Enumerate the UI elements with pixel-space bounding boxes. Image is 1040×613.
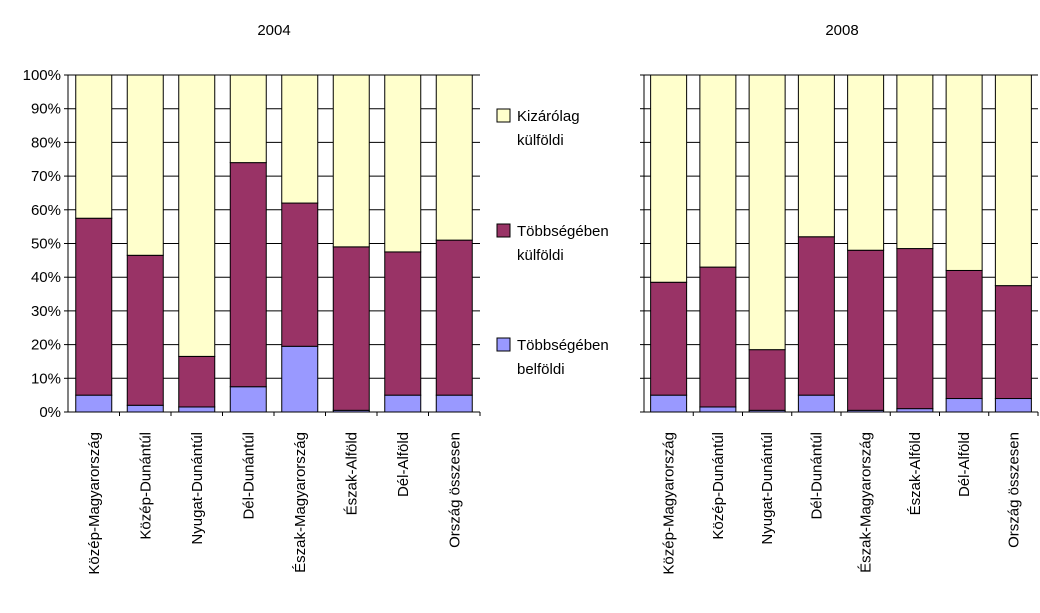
x-tick-label-eszak-magyarorszag: Észak-Magyarország <box>292 432 309 573</box>
bar-tobbsegeben-kulfoldi-eszak-magyarorszag <box>847 249 885 411</box>
x-tick-label-del-alfold: Dél-Alföld <box>395 432 412 497</box>
y-tick-label: 0% <box>39 404 61 421</box>
bar-tobbsegeben-belfoldi-kozep-dunantul <box>699 406 737 413</box>
bar-tobbsegeben-belfoldi-nyugat-dunantul <box>178 406 216 413</box>
x-tick-label-del-alfold: Dél-Alföld <box>956 432 973 497</box>
legend-label: külföldi <box>517 132 564 149</box>
legend-label: Kizárólag <box>517 108 580 125</box>
y-tick-label: 50% <box>31 236 61 253</box>
bar-tobbsegeben-kulfoldi-orszag-osszesen <box>994 285 1032 400</box>
bar-tobbsegeben-belfoldi-kozep-dunantul <box>126 404 164 413</box>
y-tick-label: 80% <box>31 134 61 151</box>
bar-tobbsegeben-kulfoldi-nyugat-dunantul <box>748 349 786 411</box>
x-tick-label-nyugat-dunantul: Nyugat-Dunántúl <box>759 432 776 545</box>
bar-tobbsegeben-kulfoldi-del-alfold <box>945 269 983 400</box>
x-tick-label-orszag-osszesen: Ország összesen <box>446 432 463 548</box>
bar-kizarolag-kulfoldi-kozep-dunantul <box>126 74 164 256</box>
x-tick-label-del-dunantul: Dél-Dunántúl <box>240 432 257 520</box>
bar-tobbsegeben-kulfoldi-kozep-magyarorszag <box>75 217 113 396</box>
legend-label: külföldi <box>517 247 564 264</box>
y-tick-label: 60% <box>31 202 61 219</box>
bar-tobbsegeben-belfoldi-del-alfold <box>945 398 983 413</box>
legend-swatch-tobbsegeben-belfoldi <box>496 337 511 352</box>
bar-tobbsegeben-kulfoldi-del-alfold <box>384 251 422 396</box>
bar-tobbsegeben-kulfoldi-eszak-magyarorszag <box>281 202 319 347</box>
y-tick-label: 70% <box>31 168 61 185</box>
chart-panel-2004: 2004 0% 10% 20% 30% 40% 50% 60% 70% 80% 90% 100% Köz… <box>23 22 481 575</box>
x-tick-label-kozep-dunantul: Közép-Dunántúl <box>137 432 154 540</box>
bar-kizarolag-kulfoldi-kozep-magyarorszag <box>650 74 688 283</box>
x-tick-label-kozep-magyarorszag: Közép-Magyarország <box>86 432 103 575</box>
bar-tobbsegeben-kulfoldi-orszag-osszesen <box>435 239 473 396</box>
x-tick-label-kozep-dunantul: Közép-Dunántúl <box>710 432 727 540</box>
bar-tobbsegeben-belfoldi-orszag-osszesen <box>435 394 473 413</box>
bar-tobbsegeben-belfoldi-del-alfold <box>384 394 422 413</box>
x-tick-label-nyugat-dunantul: Nyugat-Dunántúl <box>189 432 206 545</box>
bar-kizarolag-kulfoldi-kozep-magyarorszag <box>75 74 113 219</box>
bar-kizarolag-kulfoldi-eszak-magyarorszag <box>847 74 885 251</box>
chart-title: 2008 <box>825 22 858 39</box>
legend-swatch-kizarolag-kulfoldi <box>496 108 511 123</box>
bar-kizarolag-kulfoldi-del-alfold <box>945 74 983 271</box>
bar-tobbsegeben-belfoldi-orszag-osszesen <box>994 398 1032 413</box>
bar-tobbsegeben-belfoldi-kozep-magyarorszag <box>650 394 688 413</box>
bar-kizarolag-kulfoldi-del-dunantul <box>229 74 267 164</box>
bar-kizarolag-kulfoldi-del-alfold <box>384 74 422 253</box>
x-tick-label-orszag-osszesen: Ország összesen <box>1005 432 1022 548</box>
bar-kizarolag-kulfoldi-kozep-dunantul <box>699 74 737 268</box>
bar-kizarolag-kulfoldi-nyugat-dunantul <box>748 74 786 351</box>
bar-tobbsegeben-kulfoldi-eszak-alfold <box>896 248 934 410</box>
bar-tobbsegeben-belfoldi-eszak-magyarorszag <box>281 345 319 413</box>
bar-tobbsegeben-kulfoldi-eszak-alfold <box>332 246 370 411</box>
bar-kizarolag-kulfoldi-nyugat-dunantul <box>178 74 216 357</box>
x-tick-label-kozep-magyarorszag: Közép-Magyarország <box>661 432 678 575</box>
legend-label: Többségében <box>517 223 609 240</box>
x-tick-label-del-dunantul: Dél-Dunántúl <box>808 432 825 520</box>
legend-label: belföldi <box>517 361 565 378</box>
bar-tobbsegeben-kulfoldi-del-dunantul <box>229 162 267 388</box>
bar-tobbsegeben-belfoldi-eszak-alfold <box>896 408 934 413</box>
bar-tobbsegeben-belfoldi-del-dunantul <box>229 386 267 413</box>
bar-tobbsegeben-belfoldi-kozep-magyarorszag <box>75 394 113 413</box>
bar-tobbsegeben-kulfoldi-kozep-dunantul <box>699 266 737 408</box>
bar-kizarolag-kulfoldi-orszag-osszesen <box>435 74 473 241</box>
y-tick-label: 20% <box>31 337 61 354</box>
chart-panel-2008: 2008 Közép-Magyarország Közép-Dunántúl Nyug… <box>640 22 1039 575</box>
bar-kizarolag-kulfoldi-eszak-alfold <box>332 74 370 248</box>
chart-legend: Kizárólag külföldi Többségében külföldi Több… <box>496 108 609 378</box>
y-tick-label: 100% <box>23 67 61 84</box>
chart-title: 2004 <box>257 22 290 39</box>
bar-tobbsegeben-kulfoldi-kozep-dunantul <box>126 254 164 406</box>
y-tick-label: 90% <box>31 101 61 118</box>
y-tick-label: 30% <box>31 303 61 320</box>
bar-kizarolag-kulfoldi-del-dunantul <box>797 74 835 238</box>
y-tick-label: 10% <box>31 370 61 387</box>
x-tick-label-eszak-alfold: Észak-Alföld <box>343 432 360 515</box>
bar-kizarolag-kulfoldi-eszak-alfold <box>896 74 934 250</box>
legend-label: Többségében <box>517 337 609 354</box>
y-tick-label: 40% <box>31 269 61 286</box>
bar-kizarolag-kulfoldi-orszag-osszesen <box>994 74 1032 287</box>
bar-tobbsegeben-kulfoldi-nyugat-dunantul <box>178 355 216 408</box>
bar-kizarolag-kulfoldi-eszak-magyarorszag <box>281 74 319 204</box>
bar-tobbsegeben-belfoldi-del-dunantul <box>797 394 835 413</box>
legend-swatch-tobbsegeben-kulfoldi <box>496 223 511 238</box>
bar-tobbsegeben-kulfoldi-del-dunantul <box>797 236 835 396</box>
x-tick-label-eszak-alfold: Észak-Alföld <box>907 432 924 515</box>
bar-tobbsegeben-kulfoldi-kozep-magyarorszag <box>650 281 688 396</box>
x-tick-label-eszak-magyarorszag: Észak-Magyarország <box>858 432 875 573</box>
